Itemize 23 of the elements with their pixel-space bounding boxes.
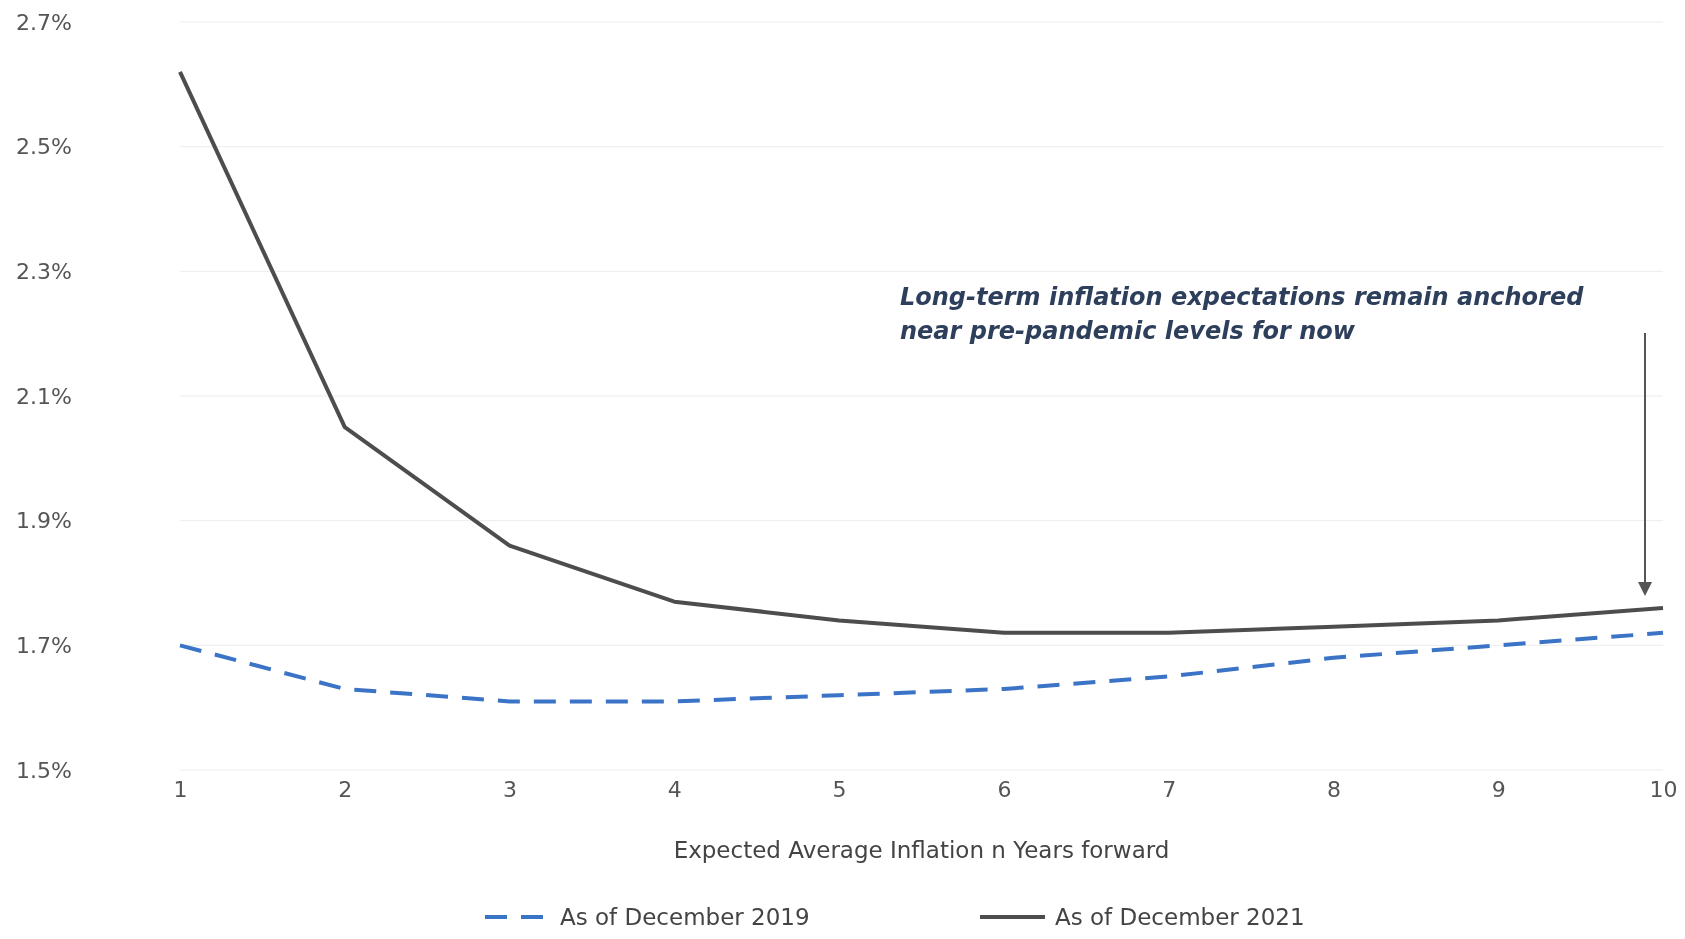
x-axis-title: Expected Average Inflation n Years forward xyxy=(673,837,1170,863)
line-series xyxy=(178,630,1665,704)
legend-label: As of December 2021 xyxy=(1055,904,1305,930)
x-tick-label: 1 xyxy=(173,776,188,802)
y-tick-label: 1.7% xyxy=(16,632,72,658)
x-tick-label: 4 xyxy=(667,776,682,802)
y-tick-label: 2.1% xyxy=(16,383,72,409)
y-tick-label: 1.5% xyxy=(16,757,72,783)
y-tick-label: 1.9% xyxy=(16,508,72,534)
y-tick-label: 2.5% xyxy=(16,134,72,160)
y-tick-label: 2.3% xyxy=(16,258,72,284)
x-tick-label: 8 xyxy=(1326,776,1341,802)
line-series xyxy=(178,69,1665,635)
x-tick-label: 7 xyxy=(1162,776,1177,802)
x-tick-label: 5 xyxy=(832,776,847,802)
x-tick-label: 2 xyxy=(338,776,353,802)
legend-label: As of December 2019 xyxy=(560,904,810,930)
annotation: Long-term inflation expectations remain anchored near pre-pandemic levels for now xyxy=(900,283,1585,345)
y-tick-label: 2.7% xyxy=(16,9,72,35)
x-tick-label: 10 xyxy=(1649,776,1678,802)
x-tick-label: 3 xyxy=(503,776,518,802)
x-tick-label: 6 xyxy=(997,776,1012,802)
x-tick-label: 9 xyxy=(1491,776,1506,802)
